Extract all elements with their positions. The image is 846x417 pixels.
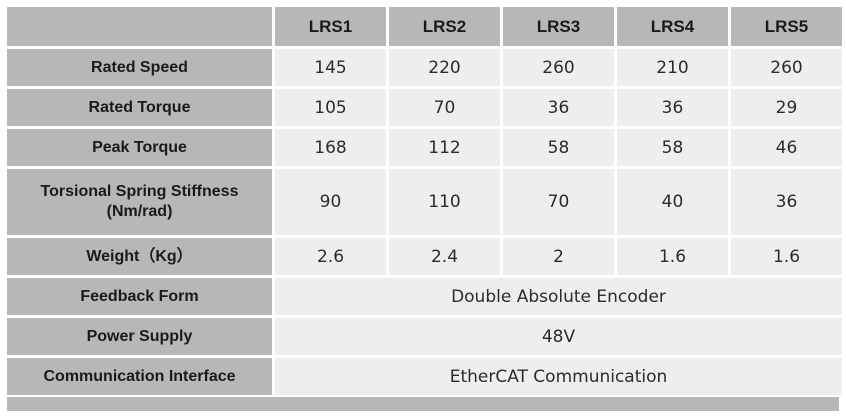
table-cell: 1.6	[731, 238, 842, 275]
table-cell: 70	[389, 89, 500, 126]
row-label-torsional-spring-stiffness: Torsional Spring Stiffness (Nm/rad)	[7, 169, 272, 235]
table-cell: 105	[275, 89, 386, 126]
row-label-line-1: Torsional Spring Stiffness	[40, 183, 239, 200]
row-label-line-2: (Nm/rad)	[106, 203, 173, 220]
table-row: Weight（Kg） 2.6 2.4 2 1.6 1.6	[7, 238, 842, 275]
table-cell: 58	[503, 129, 614, 166]
table-cell: 46	[731, 129, 842, 166]
table-row: Torsional Spring Stiffness (Nm/rad) 90 1…	[7, 169, 842, 235]
table-row: Rated Speed 145 220 260 210 260	[7, 49, 842, 86]
row-label-peak-torque: Peak Torque	[7, 129, 272, 166]
table-cell: 58	[617, 129, 728, 166]
table-cell: 260	[503, 49, 614, 86]
merged-cell: 48V	[275, 318, 842, 355]
table-row: Rated Torque 105 70 36 36 29	[7, 89, 842, 126]
merged-cell: EtherCAT Communication	[275, 358, 842, 395]
table-cell: 110	[389, 169, 500, 235]
specification-table: LRS1 LRS2 LRS3 LRS4 LRS5 Rated Speed 145…	[4, 4, 845, 398]
table-row: Communication Interface EtherCAT Communi…	[7, 358, 842, 395]
merged-cell: Double Absolute Encoder	[275, 278, 842, 315]
table-cell: 260	[731, 49, 842, 86]
row-label-rated-torque: Rated Torque	[7, 89, 272, 126]
row-label-communication-interface: Communication Interface	[7, 358, 272, 395]
column-header-lrs5: LRS5	[731, 7, 842, 46]
table-cell: 1.6	[617, 238, 728, 275]
column-header-lrs1: LRS1	[275, 7, 386, 46]
table-cell: 2.4	[389, 238, 500, 275]
table-row: Feedback Form Double Absolute Encoder	[7, 278, 842, 315]
table-cell: 210	[617, 49, 728, 86]
row-label-power-supply: Power Supply	[7, 318, 272, 355]
table-cell: 36	[617, 89, 728, 126]
table-cell: 112	[389, 129, 500, 166]
table-cell: 36	[503, 89, 614, 126]
table-cell: 145	[275, 49, 386, 86]
column-header-lrs2: LRS2	[389, 7, 500, 46]
table-cell: 29	[731, 89, 842, 126]
table-cell: 2.6	[275, 238, 386, 275]
header-corner-cell	[7, 7, 272, 46]
header-row: LRS1 LRS2 LRS3 LRS4 LRS5	[7, 7, 842, 46]
table-cell: 90	[275, 169, 386, 235]
row-label-rated-speed: Rated Speed	[7, 49, 272, 86]
table-cell: 220	[389, 49, 500, 86]
column-header-lrs4: LRS4	[617, 7, 728, 46]
column-header-lrs3: LRS3	[503, 7, 614, 46]
table-cell: 40	[617, 169, 728, 235]
table-cell: 2	[503, 238, 614, 275]
table-footer-bar	[7, 397, 839, 411]
table-row: Power Supply 48V	[7, 318, 842, 355]
table-cell: 168	[275, 129, 386, 166]
table-cell: 36	[731, 169, 842, 235]
row-label-feedback-form: Feedback Form	[7, 278, 272, 315]
table-cell: 70	[503, 169, 614, 235]
table-row: Peak Torque 168 112 58 58 46	[7, 129, 842, 166]
row-label-weight: Weight（Kg）	[7, 238, 272, 275]
